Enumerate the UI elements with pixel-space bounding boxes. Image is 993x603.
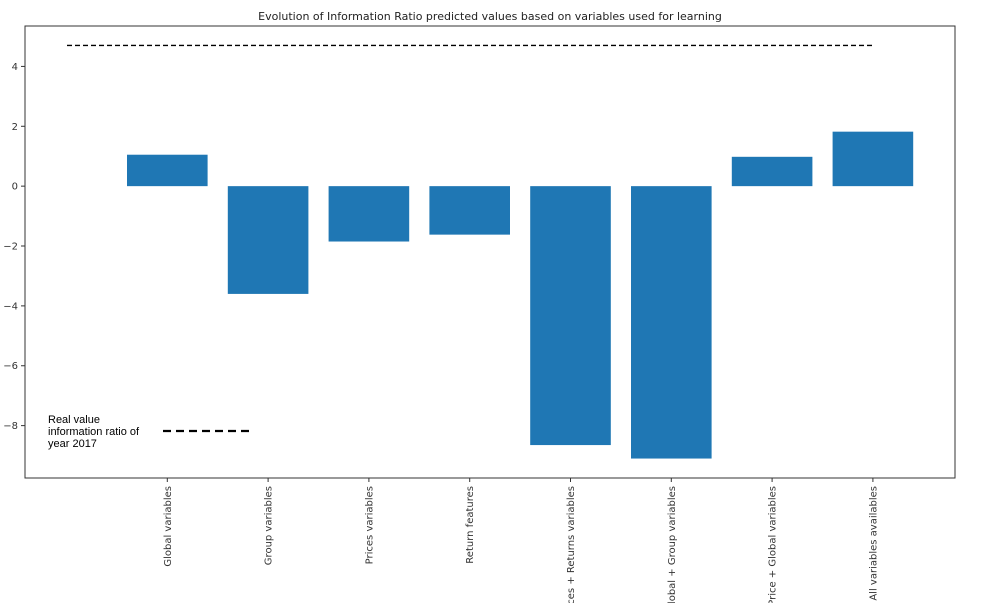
- y-axis: 4 2 0 −2 −4 −6 −8: [3, 62, 25, 432]
- x-tick-label: Global + Group variables: [667, 486, 678, 603]
- y-tick-label: 2: [12, 122, 18, 133]
- bars-group: [127, 132, 913, 459]
- legend: Real value information ratio of year 201…: [48, 414, 252, 450]
- y-tick-label: −6: [3, 361, 18, 372]
- bar-4: [530, 186, 611, 445]
- plot-frame: [25, 26, 955, 478]
- bar-6: [732, 157, 813, 186]
- x-tick-label: Prices variables: [364, 486, 375, 564]
- x-tick-label: Return features: [465, 486, 476, 564]
- legend-label-line-3: year 2017: [48, 438, 97, 450]
- y-tick-label: −2: [3, 242, 18, 253]
- y-tick-label: −8: [3, 421, 18, 432]
- x-axis: Global variables Group variables Prices va…: [163, 478, 880, 603]
- x-tick-label: Group variables: [264, 486, 275, 565]
- y-tick-label: −4: [3, 301, 18, 312]
- legend-label-line-2: information ratio of: [48, 426, 140, 438]
- chart-title: Evolution of Information Ratio predicted…: [258, 10, 722, 23]
- bar-3: [429, 186, 510, 234]
- x-tick-label: Global variables: [163, 486, 174, 567]
- x-tick-label: All variables availables: [868, 486, 879, 601]
- bar-1: [228, 186, 309, 294]
- x-tick-label: Price + Global variables: [768, 486, 779, 603]
- legend-label-line-1: Real value: [48, 414, 100, 426]
- bar-2: [329, 186, 410, 241]
- x-tick-label: Prices + Returns variables: [566, 486, 577, 603]
- bar-7: [833, 132, 914, 186]
- bar-0: [127, 155, 208, 186]
- y-tick-label: 0: [12, 182, 18, 193]
- bar-5: [631, 186, 712, 458]
- y-tick-label: 4: [12, 62, 18, 73]
